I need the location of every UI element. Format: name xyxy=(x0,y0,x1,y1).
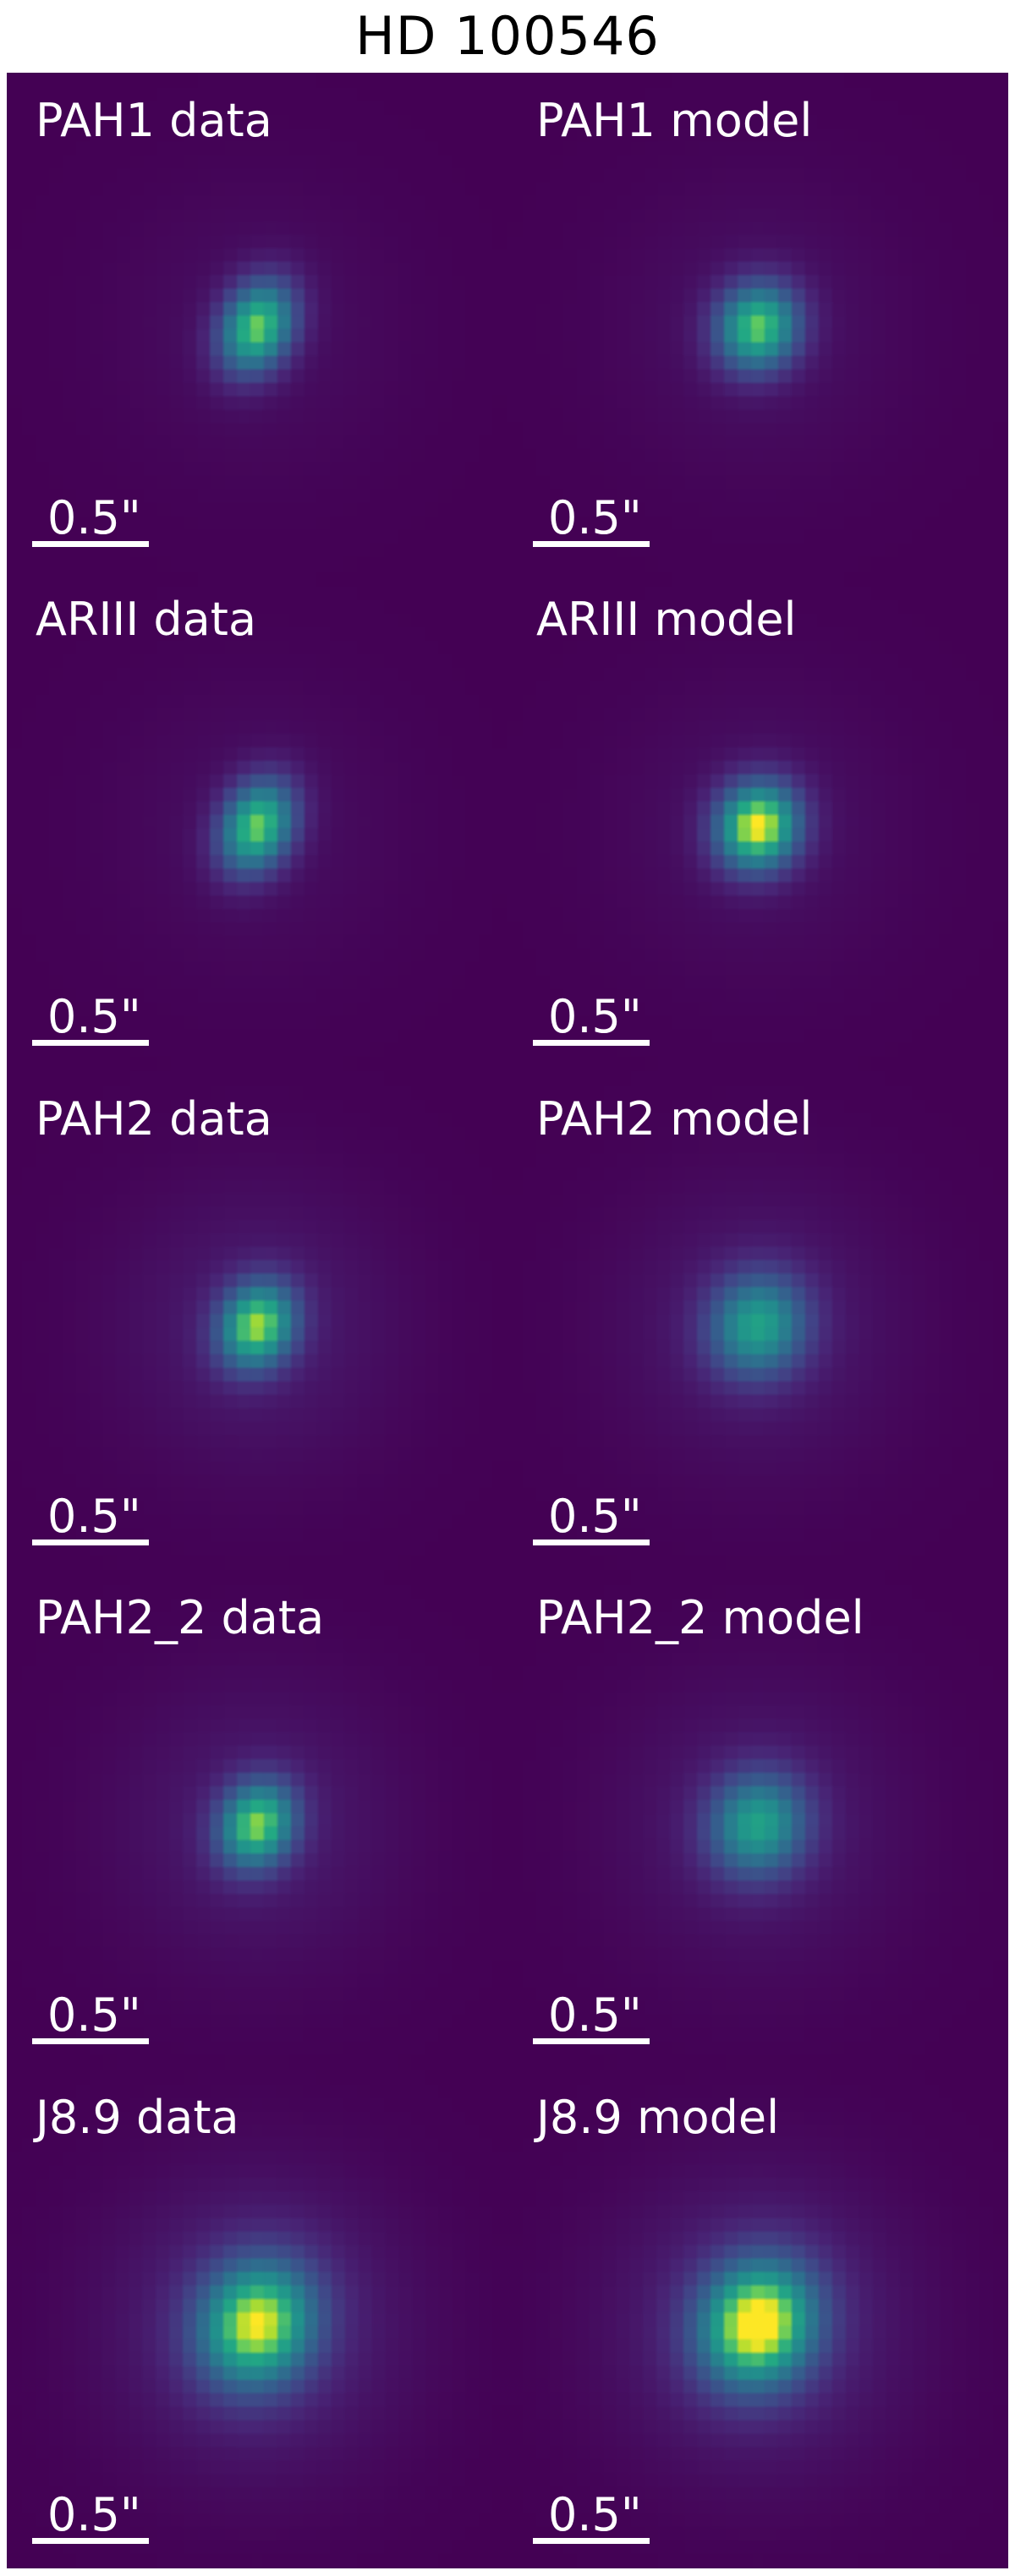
scale-bar-label: 0.5" xyxy=(47,1489,141,1543)
image-grid: PAH1 data 0.5" PAH1 model 0.5" ARIII dat… xyxy=(7,73,1008,2568)
panel-label: PAH1 model xyxy=(536,94,813,147)
scale-bar xyxy=(533,2537,650,2544)
panel-label: PAH2_2 model xyxy=(536,1591,864,1645)
scale-bar xyxy=(533,2038,650,2045)
intensity-image xyxy=(508,2069,1008,2568)
intensity-image xyxy=(7,2069,508,2568)
panel-label: ARIII data xyxy=(36,593,257,647)
scale-bar xyxy=(32,1539,149,1545)
figure-title: HD 100546 xyxy=(355,5,660,67)
panel-label: ARIII model xyxy=(536,593,797,647)
scale-bar-label: 0.5" xyxy=(548,990,642,1044)
panel-pah1-data: PAH1 data 0.5" xyxy=(7,73,508,572)
scale-bar xyxy=(533,1040,650,1047)
scale-bar-label: 0.5" xyxy=(548,491,642,544)
intensity-image xyxy=(7,1070,508,1571)
scale-bar-label: 0.5" xyxy=(548,1489,642,1543)
scale-bar xyxy=(32,541,149,547)
panel-label: PAH1 data xyxy=(36,94,272,147)
panel-pah1-model: PAH1 model 0.5" xyxy=(508,73,1008,572)
scale-bar-label: 0.5" xyxy=(548,1988,642,2043)
panel-j89-model: J8.9 model 0.5" xyxy=(508,2069,1008,2568)
panel-label: J8.9 model xyxy=(536,2090,780,2144)
panel-label: J8.9 data xyxy=(36,2090,239,2144)
intensity-image xyxy=(7,1570,508,2070)
intensity-image xyxy=(508,73,1008,572)
panel-pah2-2-data: PAH2_2 data 0.5" xyxy=(7,1570,508,2070)
scale-bar xyxy=(533,541,650,547)
scale-bar-label: 0.5" xyxy=(47,990,141,1044)
panel-label: PAH2_2 data xyxy=(36,1591,325,1645)
intensity-image xyxy=(508,572,1008,1071)
panel-label: PAH2 data xyxy=(36,1091,272,1146)
scale-bar xyxy=(32,1040,149,1047)
scale-bar-label: 0.5" xyxy=(548,2487,642,2541)
panel-pah2-data: PAH2 data 0.5" xyxy=(7,1070,508,1571)
scale-bar xyxy=(32,2537,149,2544)
intensity-image xyxy=(508,1570,1008,2070)
intensity-image xyxy=(7,73,508,572)
scale-bar xyxy=(533,1539,650,1545)
panel-j89-data: J8.9 data 0.5" xyxy=(7,2069,508,2568)
panel-ariii-data: ARIII data 0.5" xyxy=(7,572,508,1071)
panel-pah2-model: PAH2 model 0.5" xyxy=(508,1070,1008,1571)
scale-bar-label: 0.5" xyxy=(47,491,141,544)
intensity-image xyxy=(508,1070,1008,1571)
intensity-image xyxy=(7,572,508,1071)
scale-bar-label: 0.5" xyxy=(47,1988,141,2043)
panel-ariii-model: ARIII model 0.5" xyxy=(508,572,1008,1071)
panel-pah2-2-model: PAH2_2 model 0.5" xyxy=(508,1570,1008,2070)
panel-label: PAH2 model xyxy=(536,1091,813,1146)
scale-bar xyxy=(32,2038,149,2045)
scale-bar-label: 0.5" xyxy=(47,2487,141,2541)
